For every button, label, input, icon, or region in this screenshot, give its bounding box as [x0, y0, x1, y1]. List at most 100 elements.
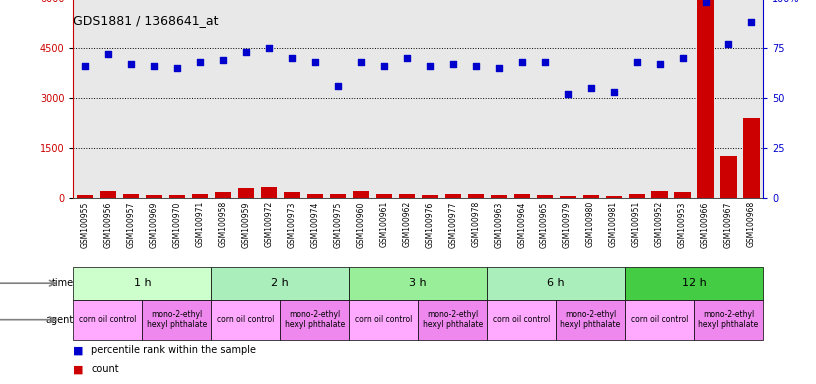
- Point: [607, 89, 620, 95]
- Text: 12 h: 12 h: [681, 278, 707, 288]
- Text: corn oil control: corn oil control: [493, 315, 550, 324]
- Bar: [583, 195, 599, 198]
- Text: GSM100955: GSM100955: [81, 201, 90, 248]
- Text: corn oil control: corn oil control: [217, 315, 274, 324]
- Bar: [281, 300, 349, 340]
- Point: [492, 65, 505, 71]
- Bar: [445, 194, 461, 198]
- Text: GSM100966: GSM100966: [701, 201, 710, 248]
- Point: [722, 41, 735, 47]
- Point: [354, 59, 367, 65]
- Bar: [123, 194, 139, 198]
- Text: mono-2-ethyl
hexyl phthalate: mono-2-ethyl hexyl phthalate: [423, 310, 483, 329]
- Bar: [490, 195, 507, 198]
- Bar: [628, 194, 645, 198]
- Text: mono-2-ethyl
hexyl phthalate: mono-2-ethyl hexyl phthalate: [698, 310, 759, 329]
- Text: mono-2-ethyl
hexyl phthalate: mono-2-ethyl hexyl phthalate: [561, 310, 621, 329]
- Text: corn oil control: corn oil control: [355, 315, 412, 324]
- Point: [377, 63, 390, 69]
- Bar: [487, 267, 625, 300]
- Bar: [237, 189, 254, 198]
- Bar: [284, 192, 299, 198]
- Point: [216, 57, 229, 63]
- Text: GSM100970: GSM100970: [172, 201, 181, 248]
- Bar: [375, 194, 392, 198]
- Text: corn oil control: corn oil control: [79, 315, 136, 324]
- Text: GSM100965: GSM100965: [540, 201, 549, 248]
- Bar: [675, 192, 690, 198]
- Point: [239, 49, 252, 55]
- Bar: [330, 194, 346, 198]
- Text: GSM100960: GSM100960: [357, 201, 366, 248]
- Text: GSM100957: GSM100957: [126, 201, 135, 248]
- Text: GSM100979: GSM100979: [563, 201, 572, 248]
- Point: [561, 91, 574, 97]
- Bar: [605, 196, 622, 198]
- Point: [193, 59, 206, 65]
- Text: GSM100975: GSM100975: [333, 201, 342, 248]
- Point: [584, 85, 597, 91]
- Bar: [487, 300, 557, 340]
- Text: 1 h: 1 h: [134, 278, 151, 288]
- Text: GSM100963: GSM100963: [494, 201, 503, 248]
- Bar: [211, 300, 281, 340]
- Point: [124, 61, 137, 67]
- Bar: [349, 267, 487, 300]
- Point: [308, 59, 322, 65]
- Text: corn oil control: corn oil control: [631, 315, 688, 324]
- Bar: [743, 118, 760, 198]
- Bar: [169, 195, 185, 198]
- Bar: [513, 194, 530, 198]
- Text: GSM100959: GSM100959: [242, 201, 251, 248]
- Point: [538, 59, 551, 65]
- Text: GSM100967: GSM100967: [724, 201, 733, 248]
- Text: GSM100961: GSM100961: [379, 201, 388, 247]
- Point: [469, 63, 482, 69]
- Text: 6 h: 6 h: [548, 278, 565, 288]
- Bar: [261, 187, 277, 198]
- Bar: [651, 191, 667, 198]
- Bar: [468, 194, 484, 198]
- Text: mono-2-ethyl
hexyl phthalate: mono-2-ethyl hexyl phthalate: [285, 310, 345, 329]
- Text: GSM100951: GSM100951: [632, 201, 641, 247]
- Point: [446, 61, 459, 67]
- Point: [286, 55, 299, 61]
- Bar: [146, 195, 162, 198]
- Text: agent: agent: [45, 314, 73, 325]
- Text: GSM100976: GSM100976: [425, 201, 434, 248]
- Text: GSM100978: GSM100978: [471, 201, 480, 247]
- Text: GSM100956: GSM100956: [104, 201, 113, 248]
- Point: [676, 55, 689, 61]
- Point: [101, 51, 114, 57]
- Text: 3 h: 3 h: [410, 278, 427, 288]
- Bar: [556, 300, 625, 340]
- Text: GSM100977: GSM100977: [448, 201, 457, 248]
- Text: GSM100974: GSM100974: [310, 201, 319, 248]
- Point: [331, 83, 344, 89]
- Text: ■: ■: [73, 345, 84, 355]
- Point: [699, 0, 712, 5]
- Point: [78, 63, 91, 69]
- Bar: [142, 300, 211, 340]
- Text: mono-2-ethyl
hexyl phthalate: mono-2-ethyl hexyl phthalate: [147, 310, 207, 329]
- Bar: [418, 300, 487, 340]
- Point: [400, 55, 413, 61]
- Text: GSM100952: GSM100952: [655, 201, 664, 247]
- Text: GSM100962: GSM100962: [402, 201, 411, 247]
- Text: ■: ■: [73, 364, 84, 374]
- Point: [148, 63, 161, 69]
- Bar: [560, 196, 575, 198]
- Text: GSM100971: GSM100971: [195, 201, 204, 247]
- Bar: [73, 300, 142, 340]
- Text: GSM100980: GSM100980: [586, 201, 595, 247]
- Text: GSM100981: GSM100981: [609, 201, 618, 247]
- Text: GSM100964: GSM100964: [517, 201, 526, 248]
- Bar: [625, 300, 694, 340]
- Text: time: time: [51, 278, 73, 288]
- Text: GSM100968: GSM100968: [747, 201, 756, 247]
- Bar: [694, 300, 763, 340]
- Bar: [422, 195, 437, 198]
- Bar: [100, 191, 116, 198]
- Point: [630, 59, 643, 65]
- Text: GSM100953: GSM100953: [678, 201, 687, 248]
